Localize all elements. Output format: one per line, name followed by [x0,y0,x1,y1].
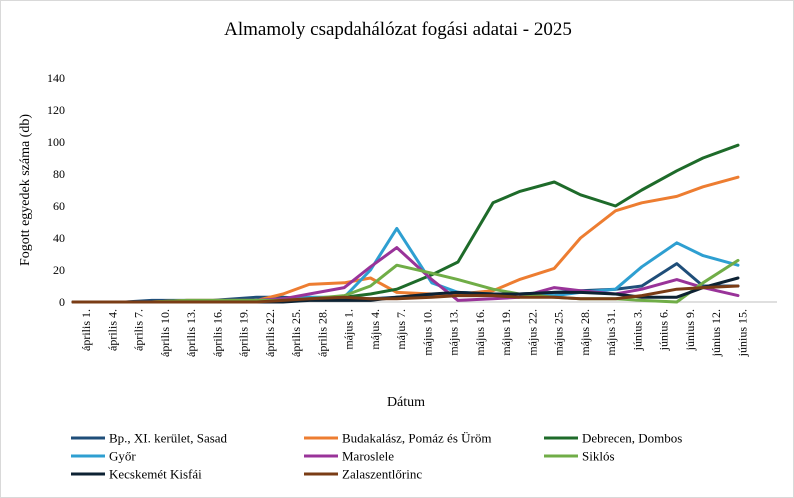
x-tick-label: május 22. [525,309,539,356]
x-tick-label: június 15. [735,309,749,357]
legend-item: Budakalász, Pomáz és Üröm [304,431,491,446]
legend: Bp., XI. kerület, Sasad Budakalász, Pomáz… [71,431,682,482]
x-tick-label: április 25. [289,309,303,357]
x-tick-label: június 9. [683,309,697,351]
y-axis: 0 20 40 60 80 100 120 140 [47,71,65,309]
x-tick-label: április 10. [158,309,172,357]
y-tick-label: 0 [59,295,65,309]
x-tick-label: június 12. [709,309,723,357]
x-tick-label: május 31. [604,309,618,356]
x-tick-label: április 4. [105,309,119,351]
x-tick-label: április 13. [184,309,198,357]
series-line [71,143,740,304]
plot-area [71,143,740,304]
legend-item: Siklós [544,449,615,464]
y-tick-label: 80 [53,167,65,181]
legend-label: Siklós [582,449,615,464]
y-axis-title: Fogott egyedek száma (db) [18,114,33,266]
y-tick-label: 40 [53,231,65,245]
x-tick-label: április 28. [315,309,329,357]
legend-label: Győr [109,449,136,464]
x-tick-label: június 3. [630,309,644,351]
y-tick-label: 20 [53,263,65,277]
x-tick-label: május 16. [473,309,487,356]
series-line [71,284,740,304]
legend-item: Győr [71,449,136,464]
chart-title: Almamoly csapdahálózat fogási adatai - 2… [224,19,572,40]
x-axis: április 1. április 4. április 7. április 10… [79,309,749,357]
legend-label: Maroslele [342,449,394,464]
legend-item: Bp., XI. kerület, Sasad [71,431,228,446]
x-tick-label: április 1. [79,309,93,351]
x-tick-label: május 10. [420,309,434,356]
x-tick-label: május 1. [342,309,356,350]
y-tick-label: 100 [47,135,65,149]
x-tick-label: május 28. [578,309,592,356]
x-tick-label: április 7. [132,309,146,351]
y-tick-label: 120 [47,103,65,117]
legend-item: Debrecen, Dombos [544,431,682,446]
y-tick-label: 60 [53,199,65,213]
x-tick-label: május 7. [394,309,408,350]
y-tick-label: 140 [47,71,65,85]
x-tick-label: május 4. [368,309,382,350]
x-tick-label: május 25. [552,309,566,356]
legend-label: Budakalász, Pomáz és Üröm [342,431,491,446]
legend-item: Zalaszentlőrinc [304,467,422,482]
legend-item: Maroslele [304,449,394,464]
x-tick-label: április 16. [210,309,224,357]
legend-label: Bp., XI. kerület, Sasad [109,431,228,446]
x-tick-label: április 19. [237,309,251,357]
legend-item: Kecskemét Kisfái [71,467,202,482]
x-tick-label: május 19. [499,309,513,356]
legend-label: Kecskemét Kisfái [109,467,202,482]
x-tick-label: június 6. [657,309,671,351]
legend-label: Debrecen, Dombos [582,431,682,446]
x-axis-title: Dátum [387,395,425,410]
legend-label: Zalaszentlőrinc [342,467,422,482]
x-tick-label: április 22. [263,309,277,357]
x-tick-label: május 13. [447,309,461,356]
